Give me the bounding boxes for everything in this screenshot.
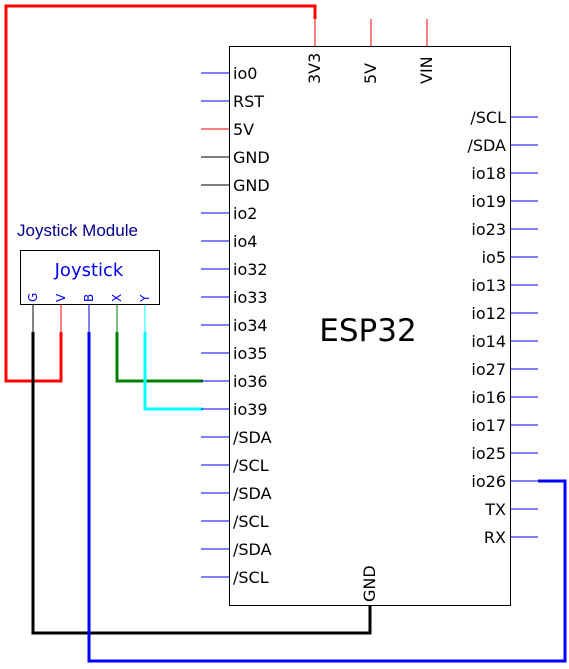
joystick-module-body — [20, 250, 160, 305]
module-pin-label-y: Y — [138, 294, 152, 303]
pin-label-left-io34: io34 — [233, 316, 268, 335]
pin-label-left-io2: io2 — [233, 204, 257, 223]
pin-label-right-io27: io27 — [471, 360, 506, 379]
pin-label-right-io14: io14 — [471, 332, 506, 351]
pin-label-left-scl: /SCL — [233, 456, 269, 475]
pin-label-right-io12: io12 — [471, 304, 506, 323]
esp32-left-pins: io0 RST 5V GND GND io2 io4 io32 io33 io34 io35 io36… — [201, 64, 272, 587]
pin-label-right-io16: io16 — [471, 388, 506, 407]
pin-label-left-io36: io36 — [233, 372, 268, 391]
esp32-chip-name: ESP32 — [319, 313, 416, 349]
pin-label-left-sda: /SDA — [233, 484, 272, 503]
pin-label-left-sda: /SDA — [233, 540, 272, 559]
pin-label-left-io4: io4 — [233, 232, 257, 251]
pin-label-right-io5: io5 — [482, 248, 506, 267]
pin-label-right-io26: io26 — [471, 472, 506, 491]
esp32-right-pins: /SCL/SDA io18 io19 io23 io5 io13 io12 io14 io27 i… — [467, 108, 538, 547]
wire-x-green — [115, 332, 203, 383]
pin-label-top-5v: 5V — [361, 63, 380, 84]
esp32-bottom-pin: GND — [360, 565, 379, 633]
pin-label-right-tx: TX — [484, 500, 506, 519]
wire-y-cyan — [143, 332, 203, 411]
pin-label-right-io19: io19 — [471, 192, 506, 211]
wire-vcc-red — [4, 4, 317, 383]
pin-label-left-rst: RST — [233, 92, 264, 111]
pin-label-left-io35: io35 — [233, 344, 268, 363]
pin-label-right-io23: io23 — [471, 220, 506, 239]
pin-label-right-io13: io13 — [471, 276, 506, 295]
pin-label-top-3v3: 3V3 — [305, 53, 324, 84]
pin-label-top-vin: VIN — [417, 56, 436, 84]
pin-label-left-scl: /SCL — [233, 512, 269, 531]
pin-label-right-sda: /SDA — [467, 136, 506, 155]
module-pin-label-x: X — [110, 294, 124, 302]
pin-label-left-io33: io33 — [233, 288, 268, 307]
joystick-module-name: Joystick — [54, 260, 124, 281]
joystick-module-title: Joystick Module — [17, 221, 138, 240]
pin-label-bottom-gnd: GND — [360, 565, 379, 602]
module-pin-label-g: G — [26, 293, 40, 302]
pin-label-left-io0: io0 — [233, 64, 257, 83]
pin-label-right-rx: RX — [484, 528, 506, 547]
pin-label-right-scl: /SCL — [470, 108, 506, 127]
module-pin-label-b: B — [82, 294, 96, 302]
wire-button-blue — [87, 332, 567, 663]
module-pin-label-v: V — [54, 293, 68, 302]
pin-label-left-gnd: GND — [233, 148, 270, 167]
pin-label-left-io39: io39 — [233, 400, 268, 419]
pin-label-left-scl: /SCL — [233, 568, 269, 587]
pin-label-left-gnd: GND — [233, 176, 270, 195]
pin-label-right-io18: io18 — [471, 164, 506, 183]
pin-label-left-io32: io32 — [233, 260, 268, 279]
esp32-chip-body — [229, 46, 511, 606]
pin-label-left-sda: /SDA — [233, 428, 272, 447]
esp32-top-pins: 3V3 5V VIN — [305, 19, 436, 84]
pin-label-left-5v: 5V — [233, 120, 254, 139]
pin-label-right-io17: io17 — [471, 416, 506, 435]
pin-label-right-io25: io25 — [471, 444, 506, 463]
